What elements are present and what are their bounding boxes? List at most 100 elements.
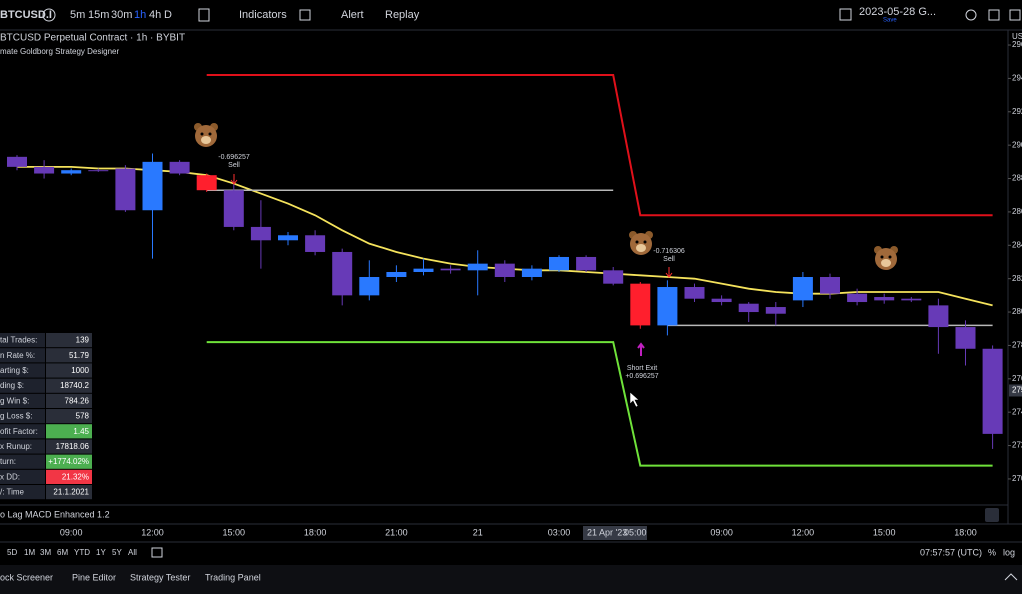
goto-date[interactable] [151,547,163,558]
y-tick-label: 28400 [1012,240,1022,249]
stats-value-cell [46,424,92,439]
candle-body [792,277,813,301]
candle-body [88,170,109,172]
x-tick-label: 03:00 [548,527,571,537]
candle-body [765,307,786,314]
stats-value: +1774.02% [48,457,89,466]
candle-body [440,268,461,271]
candle-body [549,256,569,271]
interval[interactable]: D [164,9,172,21]
stats-label-cell [0,348,45,363]
snapshot[interactable] [1009,9,1021,21]
settings[interactable] [965,9,977,21]
stats-label-cell [0,363,45,378]
add-symbol[interactable] [42,8,56,22]
scroll-button[interactable] [985,508,999,522]
candle-body [142,161,163,211]
candle-body [386,271,407,277]
stats-label-cell [0,454,45,469]
stats-label-cell [0,469,45,484]
range-button[interactable]: 3M [40,548,51,557]
x-tick-label: 18:00 [304,527,327,537]
interval[interactable]: 15m [88,9,109,21]
tab[interactable]: ock Screener [0,572,53,582]
stats-label-cell [0,393,45,408]
stats-label: x Runup: [0,442,32,451]
signal-arrow [230,174,238,185]
cursor [629,391,640,408]
x-tick-label: 15:00 [873,527,896,537]
stats-value: 784.26 [65,396,90,405]
interval[interactable]: 4h [149,9,161,21]
chart-style[interactable] [198,8,210,22]
bear-icon [881,259,891,267]
indicator-line [206,341,993,467]
range-button[interactable]: 1M [24,548,35,557]
alert[interactable]: Alert [341,9,364,21]
templates[interactable] [299,9,311,21]
interval[interactable]: 1h [134,9,146,21]
candle-body [521,268,542,277]
symbol[interactable]: BTCUSD.I [0,9,52,21]
range-button[interactable]: 6M [57,548,68,557]
stats-label: /: Time [0,488,25,497]
axis-unit: US [1012,32,1022,41]
tab[interactable]: Pine Editor [72,572,116,582]
bear-icon [635,240,639,244]
y-tick-label: 28800 [1012,174,1022,183]
range-button[interactable]: 5D [7,548,17,557]
y-tick-label: 29000 [1012,140,1022,149]
stats-label-cell [0,485,45,500]
stats-label-cell [0,424,45,439]
y-tick-label: 27800 [1012,341,1022,350]
candle-body [467,263,488,271]
stats-value: 1000 [71,366,89,375]
stats-value: 18740.2 [60,381,89,390]
stats-value-cell [46,393,92,408]
range-button[interactable]: All [128,548,137,557]
candle-body [928,305,949,328]
x-tick-label: 21 [473,527,483,537]
tab[interactable]: Strategy Tester [130,572,190,582]
candle-body [684,287,705,299]
candle-body [115,168,136,211]
bear-icon [208,132,212,136]
indicators[interactable]: Indicators [239,9,287,21]
candle-body [576,256,597,271]
stats-value-cell [46,485,92,500]
candle-body [61,170,82,174]
tab[interactable]: Trading Panel [205,572,261,582]
stats-value: 21.32% [62,472,89,481]
candle-body [250,226,271,241]
save[interactable]: Save [883,18,897,24]
candle-body [657,287,678,326]
collapse[interactable] [1004,573,1018,581]
x-tick-label: 18:00 [954,527,977,537]
range-button[interactable]: YTD [74,548,90,557]
range-button[interactable]: 5Y [112,548,122,557]
fullscreen[interactable] [988,9,1000,21]
stats-value: 1.45 [73,427,89,436]
y-tick-label: 29200 [1012,107,1022,116]
bottom-bar [0,565,1022,594]
x-tick-label: 12:00 [792,527,815,537]
candle-body [630,283,651,326]
y-tick-label: 27000 [1012,474,1022,483]
range-button[interactable]: 1Y [96,548,106,557]
candle-body [196,175,217,191]
interval[interactable]: 30m [111,9,132,21]
layout-icon[interactable] [839,8,852,21]
layout-name[interactable]: 2023-05-28 G... [859,6,936,18]
percent-toggle[interactable]: % [988,547,996,557]
clock: 07:57:57 (UTC) [920,547,982,557]
log-toggle[interactable]: log [1003,547,1015,557]
replay[interactable]: Replay [385,9,420,21]
stats-label: n Rate %: [0,351,35,360]
signal-arrow [665,267,673,278]
candle-body [955,327,976,349]
candle-body [169,161,190,174]
bear-icon [636,244,646,252]
interval[interactable]: 5m [70,9,85,21]
